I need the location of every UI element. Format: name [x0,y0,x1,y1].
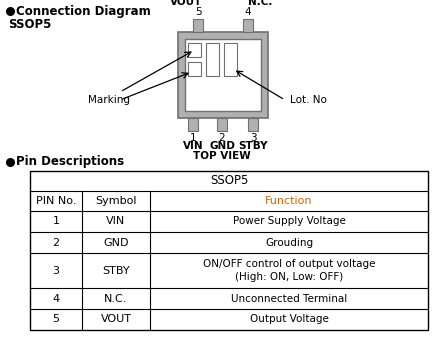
Text: Marking: Marking [88,95,130,105]
Text: 3: 3 [52,266,59,275]
Text: N.C.: N.C. [104,293,128,303]
Bar [30,171,428,330]
Text: Power Supply Voltage: Power Supply Voltage [232,217,345,227]
Bar [188,43,201,57]
Text: ON/OFF control of output voltage
(High: ON, Low: OFF): ON/OFF control of output voltage (High: … [203,259,375,282]
Bar [248,118,258,131]
Text: Connection Diagram: Connection Diagram [16,5,151,17]
Text: Unconnected Terminal: Unconnected Terminal [231,293,347,303]
Bar [188,62,201,76]
Text: Output Voltage: Output Voltage [249,314,328,325]
Text: VOUT: VOUT [101,314,132,325]
Text: 5: 5 [195,7,201,17]
Bar [193,19,203,32]
Text: PIN No.: PIN No. [36,196,76,206]
Text: Pin Descriptions: Pin Descriptions [16,155,124,169]
Text: 2: 2 [219,133,225,143]
Text: 1: 1 [52,217,59,227]
Text: SSOP5: SSOP5 [8,17,51,30]
Text: Grouding: Grouding [265,238,313,247]
Bar [178,32,268,118]
Bar [206,43,219,76]
Bar [185,39,261,111]
Text: Symbol: Symbol [95,196,137,206]
Text: 5: 5 [52,314,59,325]
Bar [243,19,253,32]
Text: 3: 3 [250,133,256,143]
Bar [188,118,198,131]
Text: VIN: VIN [106,217,126,227]
Bar [224,43,237,76]
Text: GND: GND [103,238,129,247]
Text: STBY: STBY [238,141,268,151]
Text: GND: GND [209,141,235,151]
Text: N.C.: N.C. [248,0,272,7]
Text: VOUT: VOUT [170,0,202,7]
Text: Lot. No: Lot. No [290,95,327,105]
Text: TOP VIEW: TOP VIEW [193,151,251,161]
Bar [217,118,227,131]
Text: Function: Function [265,196,313,206]
Text: SSOP5: SSOP5 [210,175,248,188]
Text: 2: 2 [52,238,60,247]
Text: 4: 4 [245,7,251,17]
Text: STBY: STBY [102,266,130,275]
Text: VIN: VIN [183,141,203,151]
Text: 4: 4 [52,293,60,303]
Text: 1: 1 [190,133,196,143]
